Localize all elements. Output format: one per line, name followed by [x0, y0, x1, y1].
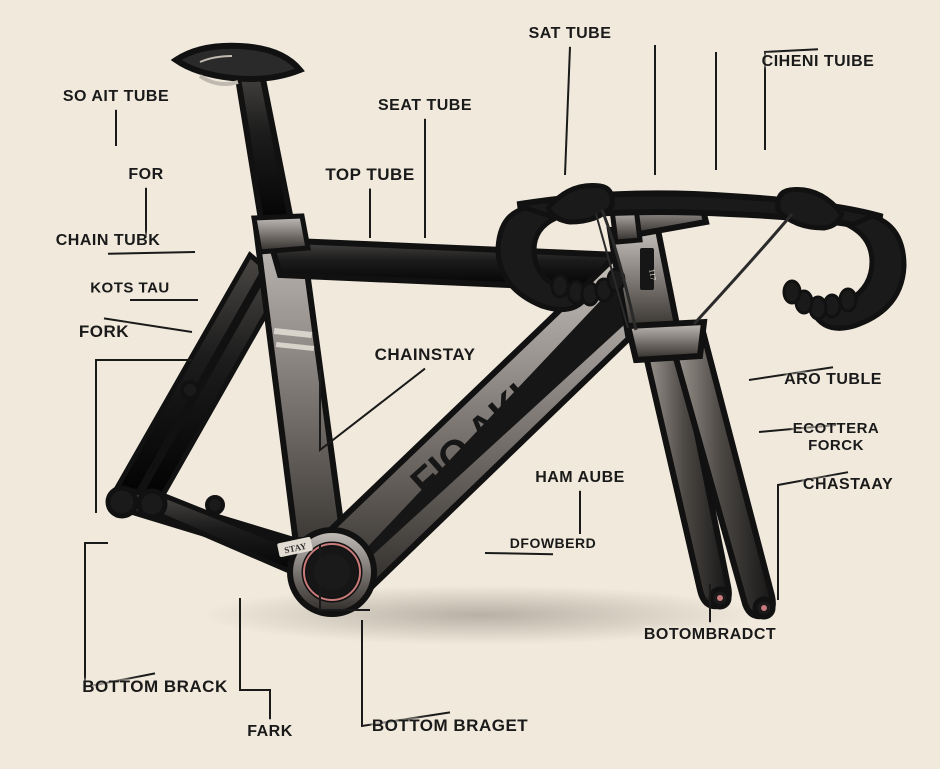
label-ciheni-tuibe: CIHENI TUIBE [762, 53, 875, 71]
label-aro-tuble: ARO TUBLE [784, 371, 882, 389]
label-fork-left: FORK [79, 322, 129, 342]
label-chastaay: CHASTAAY [803, 476, 893, 494]
label-seat-tube: SEAT TUBE [378, 97, 472, 115]
label-bottom-braget: BOTTOM BRAGET [372, 716, 528, 736]
label-chain-tubk: CHAIN TUBK [56, 232, 161, 250]
label-for: FOR [128, 166, 163, 184]
label-ecotterra: ECOTTERA FORCK [793, 420, 880, 454]
label-kots-tau: KOTS TAU [90, 280, 170, 297]
diagram-canvas: FIO AKI STAY 117 SAT TUBECIHENI TUIBESO … [0, 0, 940, 769]
label-sat-tube: SAT TUBE [529, 25, 612, 43]
label-bottom-brack: BOTTOM BRACK [82, 677, 227, 697]
label-chainstay: CHAINSTAY [375, 345, 476, 365]
label-fark: FARK [247, 723, 293, 741]
label-botombradct: BOTOMBRADCT [644, 626, 776, 644]
label-so-ait-tube: SO AIT TUBE [63, 88, 169, 106]
label-dfowberd: DFOWBERD [510, 535, 596, 551]
label-ham-aube: HAM AUBE [535, 469, 625, 487]
label-top-tube: TOP TUBE [325, 165, 414, 185]
